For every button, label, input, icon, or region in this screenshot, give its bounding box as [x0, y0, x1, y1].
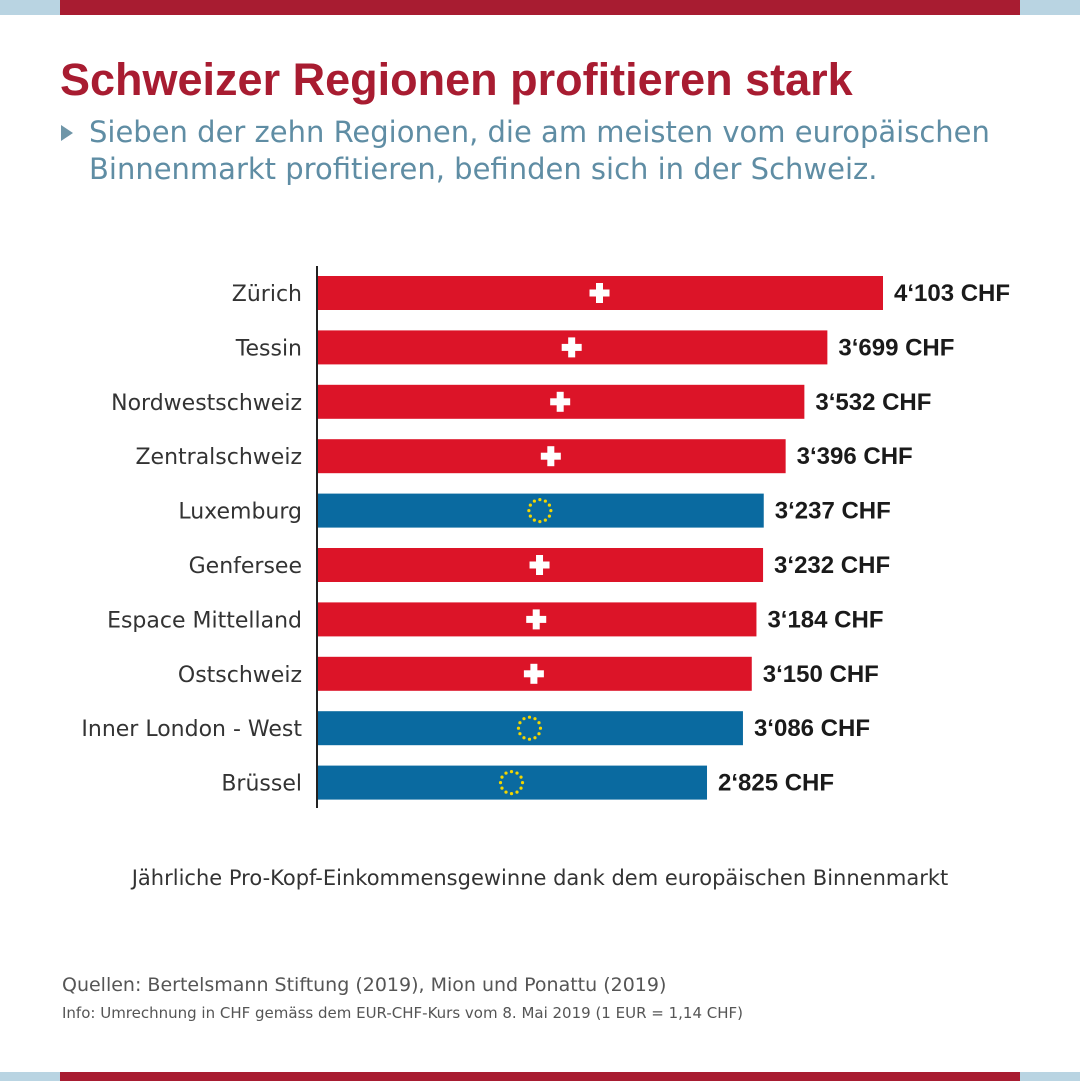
- category-label: Espace Mittelland: [107, 608, 302, 633]
- bottom-color-band: [0, 1066, 1080, 1081]
- eu-star: [519, 786, 523, 790]
- eu-star: [516, 726, 521, 730]
- eu-stars-icon: [498, 770, 525, 796]
- category-label: Zentralschweiz: [135, 445, 302, 470]
- eu-star: [528, 514, 532, 518]
- eu-star: [543, 499, 547, 503]
- eu-star: [538, 520, 542, 524]
- eu-stars-icon: [516, 715, 543, 741]
- eu-star: [538, 726, 543, 730]
- eu-star: [519, 775, 523, 779]
- bars-layer: Zürich 4‘103 CHF Tessin 3‘699 CHF Nordwestsc…: [81, 276, 1010, 800]
- eu-star: [532, 499, 536, 503]
- value-label: 3‘396 CHF: [797, 443, 913, 470]
- x-axis-label: Jährliche Pro-Kopf-Einkommensgewinne dan…: [131, 866, 949, 890]
- cross-vertical: [596, 283, 603, 303]
- bar-group: Espace Mittelland 3‘184 CHF: [107, 602, 884, 637]
- eu-star: [515, 771, 519, 775]
- eu-star: [527, 509, 531, 513]
- bar-group: Nordwestschweiz 3‘532 CHF: [111, 384, 931, 419]
- eu-star: [500, 786, 504, 790]
- bar-group: Genfersee 3‘232 CHF: [189, 548, 890, 582]
- bar-chart: Zürich 4‘103 CHF Tessin 3‘699 CHF Nordwestsc…: [81, 266, 1010, 808]
- cross-vertical: [568, 337, 576, 358]
- eu-star: [518, 732, 522, 736]
- eu-stars-icon: [527, 498, 553, 524]
- eu-star: [515, 790, 519, 794]
- value-label: 3‘699 CHF: [838, 334, 954, 361]
- eu-star: [522, 717, 526, 721]
- bottom-band-left-edge: [0, 1072, 60, 1081]
- eu-star: [533, 736, 537, 740]
- top-band-right-edge: [1020, 0, 1080, 15]
- category-label: Zürich: [232, 282, 302, 307]
- value-label: 3‘150 CHF: [763, 661, 879, 688]
- cross-vertical: [547, 446, 555, 467]
- eu-star: [527, 737, 532, 741]
- eu-star: [527, 715, 532, 719]
- bar-group: Brüssel 2‘825 CHF: [221, 765, 834, 800]
- bottom-band-center: [60, 1072, 1020, 1081]
- bar-group: Zentralschweiz 3‘396 CHF: [135, 439, 913, 474]
- eu-star: [533, 717, 537, 721]
- cross-vertical: [530, 663, 538, 684]
- sources-note: Quellen: Bertelsmann Stiftung (2019), Mi…: [62, 974, 667, 996]
- eu-star: [538, 498, 542, 502]
- swiss-cross-icon: [526, 609, 547, 630]
- category-label: Luxemburg: [178, 500, 302, 525]
- bar-group: Tessin 3‘699 CHF: [235, 330, 954, 365]
- page-subtitle: Sieben der zehn Regionen, die am meisten…: [89, 115, 990, 186]
- value-label: 2‘825 CHF: [718, 770, 834, 797]
- swiss-cross-icon: [523, 663, 544, 684]
- category-label: Genfersee: [189, 554, 302, 579]
- top-band-left-edge: [0, 0, 60, 15]
- eu-star: [537, 721, 541, 725]
- eu-star: [528, 503, 532, 507]
- eu-star: [537, 732, 541, 736]
- cross-vertical: [536, 555, 544, 575]
- bar-group: Inner London - West 3‘086 CHF: [81, 711, 870, 746]
- triangle-right-icon: [61, 125, 73, 141]
- value-label: 3‘086 CHF: [754, 715, 870, 742]
- value-label: 3‘237 CHF: [775, 498, 891, 525]
- swiss-cross-icon: [550, 391, 571, 412]
- eu-star: [532, 518, 536, 522]
- top-band-center: [60, 0, 1020, 15]
- page-title: Schweizer Regionen profitieren stark: [60, 54, 853, 105]
- eu-star: [549, 509, 553, 513]
- swiss-cross-icon: [540, 446, 561, 467]
- category-label: Inner London - West: [81, 717, 302, 742]
- info-note: Info: Umrechnung in CHF gemäss dem EUR-C…: [62, 1004, 743, 1022]
- category-label: Tessin: [235, 336, 302, 361]
- value-label: 3‘232 CHF: [774, 552, 890, 579]
- eu-star: [504, 771, 508, 775]
- eu-star: [509, 770, 514, 774]
- bar-group: Ostschweiz 3‘150 CHF: [178, 656, 879, 691]
- category-label: Ostschweiz: [178, 663, 302, 688]
- value-label: 3‘532 CHF: [815, 389, 931, 416]
- value-label: 4‘103 CHF: [894, 280, 1010, 307]
- swiss-cross-icon: [589, 283, 610, 303]
- bar-group: Zürich 4‘103 CHF: [232, 276, 1010, 310]
- eu-star: [547, 514, 552, 518]
- bottom-band-right-edge: [1020, 1072, 1080, 1081]
- swiss-cross-icon: [561, 337, 582, 358]
- eu-star: [500, 775, 504, 779]
- eu-star: [543, 518, 547, 522]
- bar-group: Luxemburg 3‘237 CHF: [178, 493, 891, 528]
- category-label: Brüssel: [221, 772, 302, 797]
- eu-star: [509, 792, 514, 796]
- cross-vertical: [556, 391, 564, 412]
- cross-vertical: [532, 609, 540, 630]
- eu-star: [498, 781, 503, 785]
- eu-star: [518, 721, 522, 725]
- value-label: 3‘184 CHF: [767, 606, 883, 633]
- eu-star: [520, 781, 525, 785]
- eu-star: [522, 736, 526, 740]
- top-color-band: [0, 0, 1080, 15]
- swiss-cross-icon: [529, 555, 550, 575]
- eu-star: [504, 790, 508, 794]
- eu-star: [547, 503, 552, 507]
- category-label: Nordwestschweiz: [111, 391, 302, 416]
